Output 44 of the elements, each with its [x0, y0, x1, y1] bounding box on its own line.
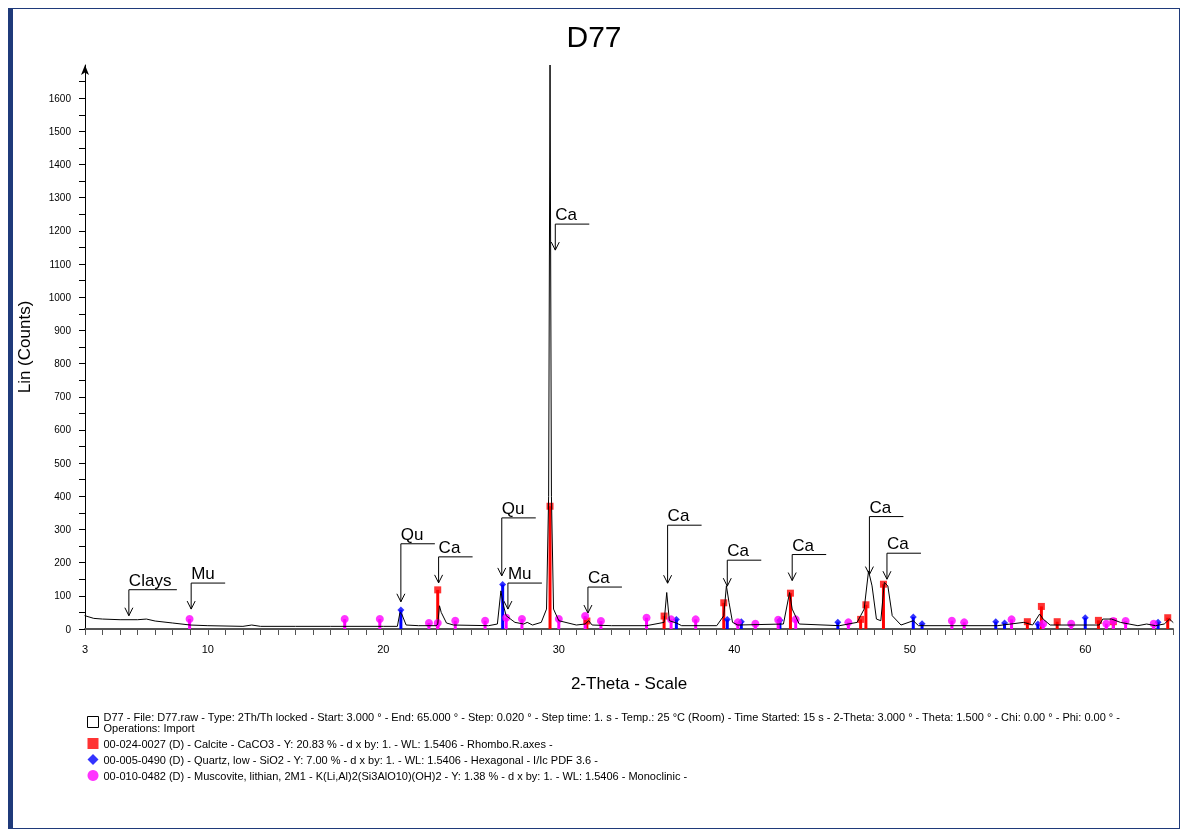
x-tick-label: 50	[903, 642, 916, 655]
annotation: Qu	[400, 524, 424, 544]
y-tick-label: 800	[54, 358, 72, 370]
annotation: Ca	[555, 205, 578, 225]
y-tick-label: 400	[54, 490, 72, 502]
y-tick-label: 1300	[48, 192, 72, 204]
x-tick-label: 3	[81, 642, 89, 655]
x-tick-label: 40	[728, 642, 741, 655]
y-tick-label: 300	[54, 523, 72, 535]
x-tick-label: 20	[377, 642, 390, 655]
x-tick-label: 10	[201, 642, 214, 655]
x-tick-label: 30	[552, 642, 565, 655]
y-tick-label: 200	[54, 557, 72, 569]
y-tick-label: 0	[65, 623, 72, 635]
y-tick-label: 1200	[48, 225, 72, 237]
legend-label: D77 - File: D77.raw - Type: 2Th/Th locked - Start: 3.000 ° - End: 65.000 ° - Step: 0.020 ° - Step time: 1. s - Temp.: 25 °C (Room) - Time Started: 15 s - 2-Theta: 3.000 ° - Theta: 1.500 ° - Chi: 0.00 ° - Phi: 0.00 ° - Operations: Import	[103, 710, 1124, 734]
y-tick-label: 1000	[48, 291, 72, 303]
annotation: Ca	[587, 568, 611, 588]
y-tick-label: 700	[54, 391, 72, 403]
annotation: Ca	[869, 497, 892, 517]
annotation: Ca	[667, 506, 690, 526]
annotation: Ca	[792, 535, 815, 555]
annotation: Ca	[886, 534, 910, 554]
y-tick-label: 600	[54, 424, 72, 436]
annotation: Mu	[507, 564, 532, 584]
y-tick-label: 900	[54, 324, 72, 336]
x-axis-title: 2-Theta - Scale	[570, 674, 688, 693]
y-tick-label: 1400	[48, 159, 72, 171]
x-tick-label: 60	[1079, 642, 1092, 655]
annotation: Clays	[128, 570, 172, 590]
y-tick-label: 500	[54, 457, 72, 469]
y-axis-title: Lin (Counts)	[15, 300, 34, 394]
y-tick-label: 1500	[48, 125, 72, 137]
legend-label: 00-010-0482 (D) - Muscovite, lithian, 2M1 - K(Li,Al)2(Si3AlO10)(OH)2 - Y: 1.38 % - d x by: 1. - WL: 1.5406 - Monoclinic -	[103, 769, 688, 782]
legend-label: 00-005-0490 (D) - Quartz, low - SiO2 - Y: 7.00 % - d x by: 1. - WL: 1.5406 - Hexagonal - I/Ic PDF 3.6 -	[103, 753, 599, 766]
y-tick-label: 100	[54, 590, 72, 602]
annotation: Qu	[501, 498, 525, 518]
legend-label: 00-024-0027 (D) - Calcite - CaCO3 - Y: 20.83 % - d x by: 1. - WL: 1.5406 - Rhombo.R.axes -	[103, 737, 553, 750]
annotation: Ca	[727, 541, 750, 561]
annotation: Ca	[438, 537, 461, 557]
chart-title: D77	[566, 19, 622, 53]
y-tick-label: 1100	[49, 258, 72, 270]
y-tick-label: 1600	[48, 92, 72, 104]
annotation: Mu	[191, 564, 215, 584]
